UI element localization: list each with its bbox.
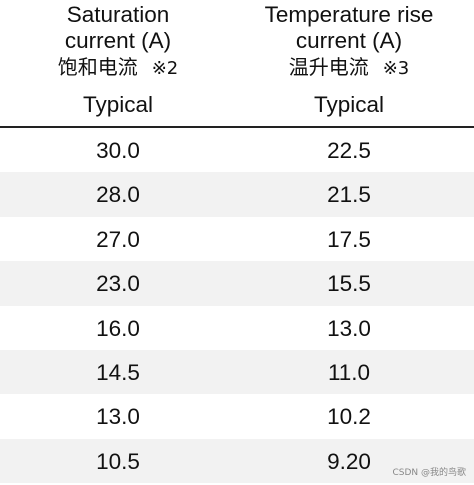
- table-row: 14.5 11.0: [0, 349, 474, 395]
- temperature-rise-current-cell: 11.0: [327, 359, 371, 385]
- footnote-mark: ※2: [151, 58, 179, 79]
- watermark: CSDN @我的鸟歌: [392, 468, 466, 478]
- header-cjk-label: 温升电流: [288, 55, 369, 79]
- saturation-current-cell: 10.5: [96, 448, 140, 474]
- saturation-current-cell: 23.0: [96, 271, 140, 297]
- table-row: 13.0 10.2: [0, 394, 474, 438]
- table-row: 30.0 22.5: [0, 128, 474, 172]
- saturation-current-cell: 13.0: [96, 404, 140, 430]
- table-row: 28.0 21.5: [0, 172, 474, 217]
- subheader-typical: Typical: [313, 92, 385, 117]
- temperature-rise-current-cell: 21.5: [327, 182, 371, 208]
- saturation-current-cell: 27.0: [96, 226, 140, 252]
- table-row: 10.5 9.20: [0, 438, 474, 484]
- subheader-typical: Typical: [82, 92, 154, 117]
- saturation-current-cell: 14.5: [96, 359, 140, 385]
- temperature-rise-current-cell: 13.0: [327, 315, 371, 341]
- header-line: current (A): [295, 28, 403, 53]
- header-line: current (A): [64, 28, 172, 53]
- column-header-temperature-rise-current: Temperature rise current (A) 温升电流 ※3: [245, 2, 453, 82]
- temperature-rise-current-cell: 10.2: [327, 404, 371, 430]
- table-header: Saturation current (A) 饱和电流 ※2 Temperatur…: [0, 0, 474, 128]
- header-line: Temperature rise: [264, 2, 434, 27]
- column-header-saturation-current: Saturation current (A) 饱和电流 ※2: [18, 2, 218, 82]
- temperature-rise-current-cell: 17.5: [327, 226, 371, 252]
- saturation-current-cell: 30.0: [96, 138, 140, 163]
- table-row: 27.0 17.5: [0, 217, 474, 261]
- footnote-mark: ※3: [382, 58, 410, 79]
- temperature-rise-current-cell: 15.5: [327, 271, 371, 297]
- table-body: 30.0 22.5 28.0 21.5 27.0 17.5 23.0 15.5 16.0 13.0…: [0, 128, 474, 484]
- header-cjk-line: 温升电流 ※3: [245, 54, 453, 82]
- temperature-rise-current-cell: 9.20: [327, 448, 371, 474]
- header-line: Saturation: [66, 2, 170, 27]
- temperature-rise-current-cell: 22.5: [327, 138, 371, 163]
- header-cjk-label: 饱和电流: [57, 55, 138, 79]
- table-row: 23.0 15.5: [0, 261, 474, 306]
- saturation-current-cell: 16.0: [96, 315, 140, 341]
- header-cjk-line: 饱和电流 ※2: [18, 54, 218, 82]
- table-row: 16.0 13.0: [0, 306, 474, 350]
- header-divider: [0, 126, 474, 128]
- saturation-current-cell: 28.0: [96, 182, 140, 208]
